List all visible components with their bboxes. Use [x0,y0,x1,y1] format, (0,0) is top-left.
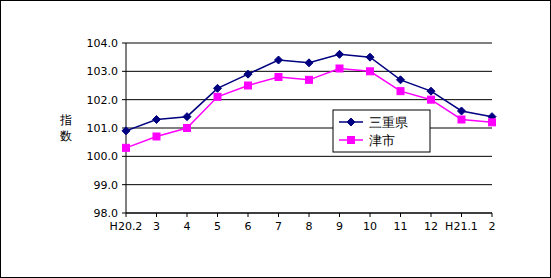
point [153,116,161,124]
y-tick-label: 103.0 [87,65,119,78]
y-tick-label: 101.0 [87,122,119,135]
point [458,107,466,115]
point [184,125,191,132]
point [336,65,343,72]
point [397,76,405,84]
x-tick-label: 7 [275,220,282,233]
x-tick-label: 9 [336,220,343,233]
legend-marker [348,137,355,144]
point [366,53,374,61]
point [306,76,313,83]
x-tick [492,213,493,217]
point [123,144,130,151]
point [275,56,283,64]
point [214,93,221,100]
point [122,127,130,135]
x-tick-label: 4 [184,220,191,233]
x-tick [400,213,401,217]
grid-line [126,99,492,100]
grid-line [126,156,492,157]
x-tick [461,213,462,217]
legend-label: 三重県 [369,115,408,130]
y-axis-label-char: 数 [60,129,72,143]
legend-marker [347,118,355,126]
point [244,70,252,78]
point [275,74,282,81]
chart: 98.0 99.0 100.0 101.0 102.0 103.0 104.0 H20.2 3 4… [0,0,551,278]
point [336,50,344,58]
y-axis-label: 指数 [59,113,72,143]
y-tick-label: 102.0 [87,94,119,107]
grid-line [126,71,492,72]
point [153,133,160,140]
x-tick-label: H20.2 [110,220,143,233]
grid-line [126,128,492,129]
point [214,84,222,92]
point [427,87,435,95]
x-tick [126,213,127,217]
point [397,88,404,95]
x-tick-label: 12 [424,220,438,233]
x-tick-label: 2 [489,220,496,233]
y-tick-label: 100.0 [87,150,119,163]
x-tick [339,213,340,217]
point [305,59,313,67]
x-tick [278,213,279,217]
y-tick [122,99,126,100]
x-tick-label: 8 [306,220,313,233]
series-line [126,54,492,131]
x-tick-label: 10 [363,220,377,233]
point [183,113,191,121]
point [428,96,435,103]
y-tick-label: 104.0 [87,37,119,50]
x-tick [187,213,188,217]
x-tick [431,213,432,217]
y-tick [122,184,126,185]
series-line [126,69,492,148]
y-tick [122,43,126,44]
x-tick [370,213,371,217]
y-tick [122,213,126,214]
x-tick-label: 6 [245,220,252,233]
y-tick-label: 98.0 [94,207,119,220]
y-axis-label-char: 指 [59,113,72,127]
grid-line [126,43,492,44]
x-tick [156,213,157,217]
x-tick-label: 5 [214,220,221,233]
x-tick-label: 11 [394,220,408,233]
legend-box [333,110,430,152]
x-tick [248,213,249,217]
point [367,68,374,75]
legend-label: 津市 [369,133,395,148]
x-tick [309,213,310,217]
point [489,119,496,126]
legend: 三重県津市 [333,110,430,152]
y-tick [122,156,126,157]
x-tick [217,213,218,217]
x-tick-label: H21.1 [445,220,478,233]
grid-line [126,184,492,185]
y-tick [122,71,126,72]
point [458,116,465,123]
x-tick-label: 3 [153,220,160,233]
plot-area [122,50,496,151]
chart-border [1,1,551,278]
point [245,82,252,89]
y-tick-label: 99.0 [94,179,119,192]
